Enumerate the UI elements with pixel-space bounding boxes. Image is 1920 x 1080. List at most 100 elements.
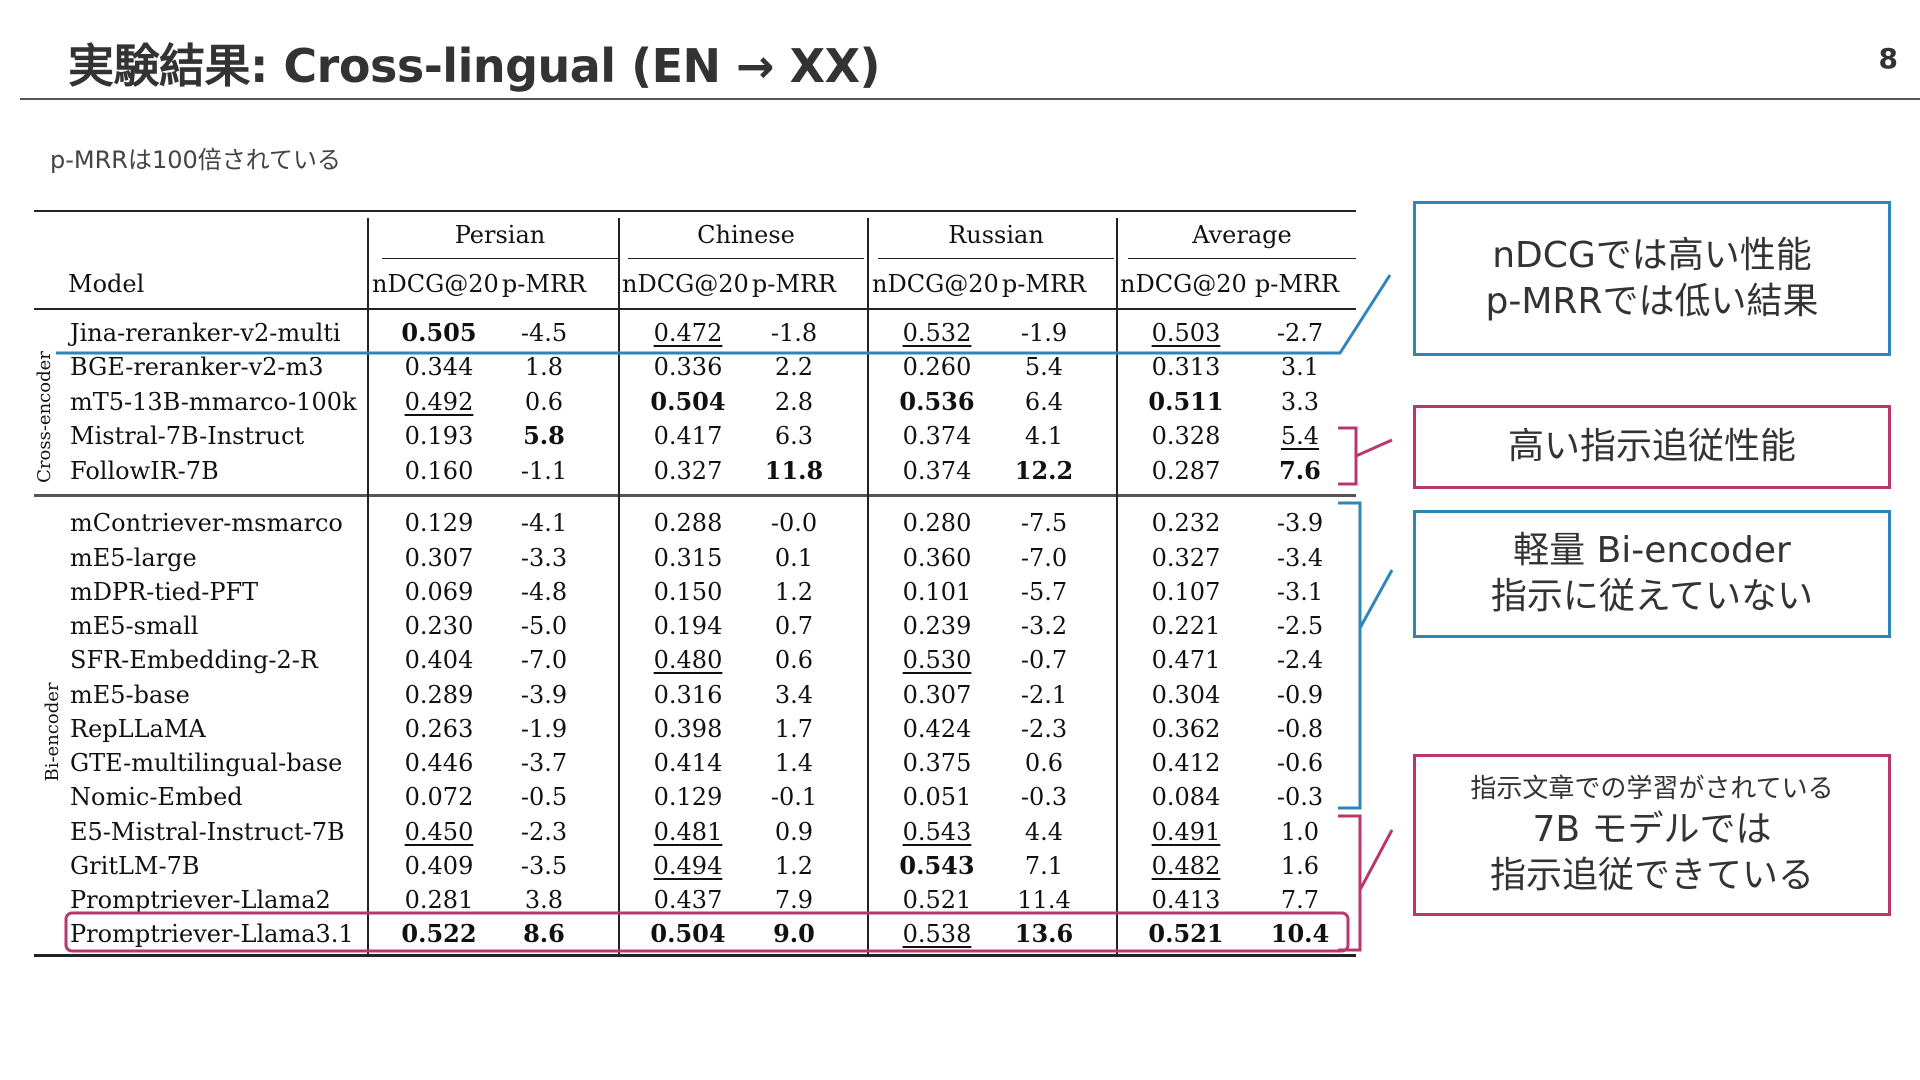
ndcg-value: 0.491 xyxy=(1151,818,1221,846)
lang-header-russian: Russian xyxy=(948,221,1044,249)
pmrr-value: -2.1 xyxy=(1020,681,1068,709)
pmrr-value: 5.4 xyxy=(1024,353,1064,381)
pmrr-value: 7.6 xyxy=(1279,456,1321,485)
ndcg-value: 0.413 xyxy=(1151,886,1221,914)
slide-title: 実験結果: Cross-lingual (EN → XX) xyxy=(68,39,881,93)
metric-header: p-MRR xyxy=(751,270,837,298)
model-name: Mistral-7B-Instruct xyxy=(70,422,305,450)
ndcg-value: 0.437 xyxy=(653,886,723,914)
ndcg-value: 0.412 xyxy=(1151,749,1221,777)
pmrr-value: -2.7 xyxy=(1276,319,1324,347)
ndcg-value: 0.051 xyxy=(902,783,972,811)
model-name: Jina-reranker-v2-multi xyxy=(70,319,341,347)
pmrr-value: -3.7 xyxy=(520,749,568,777)
model-name: mContriever-msmarco xyxy=(70,509,343,537)
pmrr-value: 13.6 xyxy=(1014,919,1074,948)
model-column-header: Model xyxy=(68,270,145,298)
pmrr-value: -7.0 xyxy=(1020,544,1068,572)
pmrr-value: 2.2 xyxy=(774,353,814,381)
model-name: mDPR-tied-PFT xyxy=(70,578,259,606)
pmrr-value: 7.7 xyxy=(1280,886,1320,914)
ndcg-value: 0.414 xyxy=(653,749,723,777)
ndcg-value: 0.307 xyxy=(902,681,972,709)
ndcg-value: 0.328 xyxy=(1151,422,1221,450)
ndcg-value: 0.304 xyxy=(1151,681,1221,709)
pmrr-value: 6.4 xyxy=(1024,388,1064,416)
ndcg-value: 0.398 xyxy=(653,715,723,743)
pmrr-value: -2.5 xyxy=(1276,612,1324,640)
metric-header: nDCG@20 xyxy=(872,270,999,298)
pmrr-value: -4.5 xyxy=(520,319,568,347)
callout-line: 指示追従できている xyxy=(1489,855,1814,896)
callout-cross-encoder-ndcg: nDCGでは高い性能 p-MRRでは低い結果 xyxy=(1413,201,1891,356)
ndcg-value: 0.424 xyxy=(902,715,972,743)
model-name: mE5-large xyxy=(70,544,197,572)
pmrr-value: -0.5 xyxy=(520,783,568,811)
ndcg-value: 0.288 xyxy=(653,509,723,537)
col-sep-persian xyxy=(618,218,620,954)
model-name: Promptriever-Llama3.1 xyxy=(70,920,354,948)
metric-header: nDCG@20 xyxy=(622,270,749,298)
model-name: mT5-13B-mmarco-100k xyxy=(70,388,357,416)
table-bottom-rule xyxy=(34,954,1356,957)
ndcg-value: 0.417 xyxy=(653,422,723,450)
pmrr-value: -3.2 xyxy=(1020,612,1068,640)
ndcg-value: 0.505 xyxy=(401,318,477,347)
ndcg-value: 0.521 xyxy=(1148,919,1224,948)
metric-header: nDCG@20 xyxy=(372,270,499,298)
ndcg-value: 0.287 xyxy=(1151,457,1221,485)
ndcg-value: 0.289 xyxy=(404,681,474,709)
model-name: GTE-multilingual-base xyxy=(70,749,343,777)
ndcg-value: 0.374 xyxy=(902,422,972,450)
ndcg-value: 0.313 xyxy=(1151,353,1221,381)
ndcg-value: 0.471 xyxy=(1151,646,1221,674)
pmrr-value: -3.4 xyxy=(1276,544,1324,572)
pmrr-value: 1.8 xyxy=(524,353,564,381)
ndcg-value: 0.307 xyxy=(404,544,474,572)
model-name: Promptriever-Llama2 xyxy=(70,886,331,914)
model-name: SFR-Embedding-2-R xyxy=(70,646,318,674)
ndcg-value: 0.450 xyxy=(404,818,474,846)
ndcg-value: 0.494 xyxy=(653,852,723,880)
metric-header: p-MRR xyxy=(1001,270,1087,298)
lang-header-average: Average xyxy=(1192,221,1292,249)
pmrr-value: -1.1 xyxy=(520,457,568,485)
ndcg-value: 0.472 xyxy=(653,319,723,347)
ndcg-value: 0.503 xyxy=(1151,319,1221,347)
ndcg-value: 0.280 xyxy=(902,509,972,537)
callout-line: p-MRRでは低い結果 xyxy=(1485,280,1819,322)
ndcg-value: 0.316 xyxy=(653,681,723,709)
pmrr-value: 9.0 xyxy=(773,919,815,948)
callout-instruction-following: 高い指示追従性能 xyxy=(1413,405,1891,489)
pmrr-value: 10.4 xyxy=(1270,919,1330,948)
ndcg-value: 0.521 xyxy=(902,886,972,914)
group-separator-rule xyxy=(34,494,1356,497)
ndcg-value: 0.194 xyxy=(653,612,723,640)
ndcg-value: 0.492 xyxy=(404,388,474,416)
ndcg-value: 0.232 xyxy=(1151,509,1221,537)
ndcg-value: 0.327 xyxy=(653,457,723,485)
model-name: E5-Mistral-Instruct-7B xyxy=(70,818,345,846)
pmrr-value: -5.0 xyxy=(520,612,568,640)
ndcg-value: 0.069 xyxy=(404,578,474,606)
ndcg-value: 0.543 xyxy=(902,818,972,846)
pmrr-value: -3.5 xyxy=(520,852,568,880)
pmrr-value: 1.7 xyxy=(774,715,814,743)
header-bottom-rule xyxy=(34,308,1356,310)
ndcg-value: 0.263 xyxy=(404,715,474,743)
pmrr-value: -1.9 xyxy=(520,715,568,743)
pmrr-value: -0.3 xyxy=(1276,783,1324,811)
ndcg-value: 0.230 xyxy=(404,612,474,640)
pmrr-value: -3.1 xyxy=(1276,578,1324,606)
ndcg-value: 0.315 xyxy=(653,544,723,572)
pmrr-value: -7.0 xyxy=(520,646,568,674)
pmrr-value: -1.8 xyxy=(770,319,818,347)
ndcg-value: 0.260 xyxy=(902,353,972,381)
pmrr-value: 3.8 xyxy=(524,886,564,914)
pmrr-value: 0.6 xyxy=(774,646,814,674)
ndcg-value: 0.511 xyxy=(1148,387,1224,416)
lang-header-persian: Persian xyxy=(454,221,546,249)
pmrr-value: 11.8 xyxy=(764,456,824,485)
ndcg-value: 0.101 xyxy=(902,578,972,606)
model-name: BGE-reranker-v2-m3 xyxy=(70,353,324,381)
